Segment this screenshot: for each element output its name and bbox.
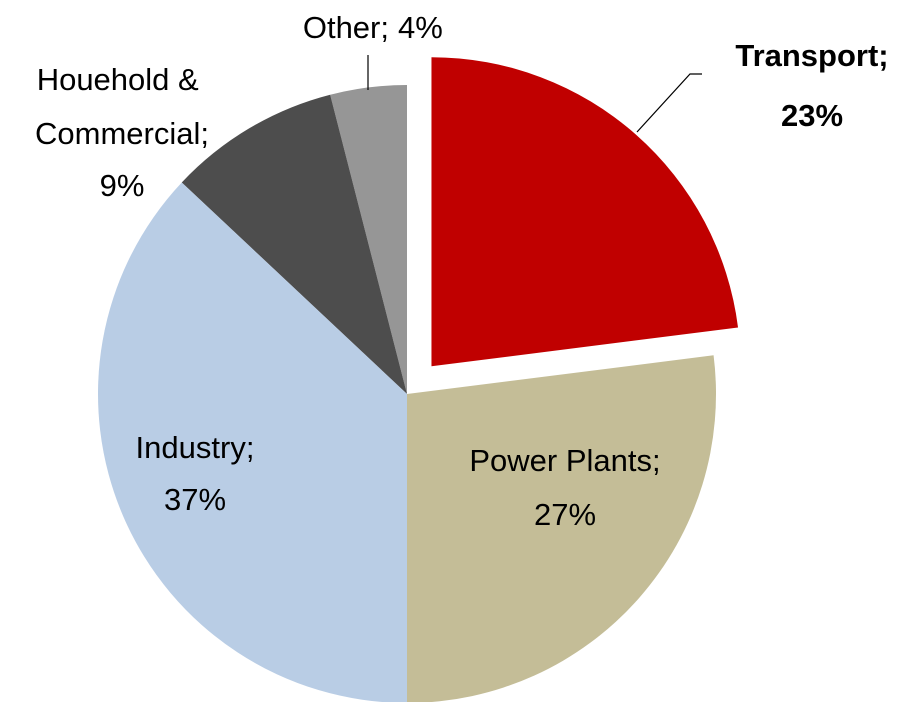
slice-label: Transport; — [735, 38, 888, 73]
leader-line — [636, 73, 702, 133]
slice-label: Industry; — [136, 430, 255, 465]
pie-slice — [98, 182, 407, 702]
value-label: 23% — [781, 98, 843, 133]
value-label: 9% — [100, 168, 145, 203]
value-label: 27% — [534, 497, 596, 532]
pie-slice — [407, 355, 716, 702]
slice-label: Other; — [303, 10, 389, 45]
value-label: 4% — [398, 10, 443, 45]
pie-slice — [431, 57, 739, 367]
pie-slice — [181, 94, 407, 395]
pie-slice — [330, 85, 407, 394]
slice-label: Power Plants; — [469, 443, 660, 478]
value-label: 37% — [164, 482, 226, 517]
slice-label: Houehold & Commercial; — [35, 62, 209, 151]
